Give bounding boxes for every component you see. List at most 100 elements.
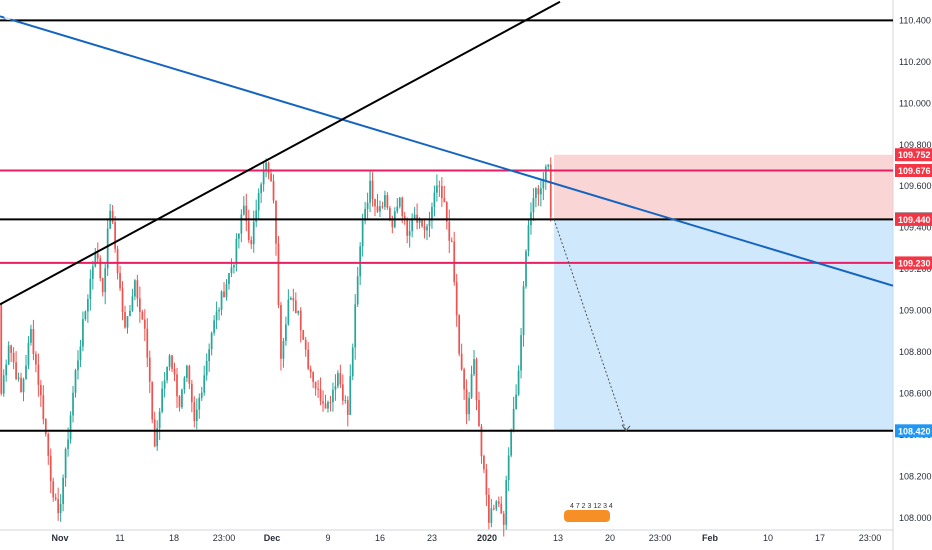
candle-body: [148, 357, 151, 382]
candle-body: [324, 403, 327, 409]
candle-body: [116, 248, 119, 273]
candle-body: [297, 310, 300, 314]
candle-body: [302, 330, 305, 340]
candle-body: [339, 373, 342, 385]
candle-body: [218, 309, 220, 312]
candle-body: [96, 253, 99, 259]
candle-body: [166, 366, 168, 381]
price-tick-label: 110.000: [899, 98, 931, 108]
candle-body: [470, 374, 473, 398]
candle-body: [153, 419, 156, 447]
candle-body: [220, 291, 223, 310]
candle-body: [277, 243, 280, 306]
candle-body: [522, 286, 525, 336]
time-tick-label: Nov: [51, 533, 68, 543]
candle-body: [7, 345, 10, 365]
candle-body: [512, 408, 515, 432]
candle-body: [361, 220, 364, 247]
candle-body: [354, 304, 357, 348]
time-tick-label: 18: [169, 533, 179, 543]
candle-body: [195, 409, 198, 421]
candle-body: [59, 504, 62, 514]
price-badge-label: 109.230: [898, 258, 931, 268]
price-tick-label: 108.600: [899, 389, 932, 399]
candle-body: [495, 501, 498, 509]
candle-body: [230, 267, 233, 274]
candle-body: [294, 300, 297, 314]
candle-body: [94, 253, 97, 267]
candle-body: [473, 359, 475, 375]
candle-body: [141, 311, 144, 320]
watermark-text: 4 7 2 3 12 3 4: [570, 503, 613, 510]
candle-body: [213, 320, 215, 333]
candle-body: [465, 389, 468, 415]
candle-body: [374, 199, 376, 207]
candle-body: [453, 241, 456, 283]
candle-body: [57, 499, 60, 514]
candle-body: [79, 346, 82, 361]
candle-body: [188, 365, 191, 384]
candle-body: [312, 372, 314, 382]
candle-body: [176, 374, 178, 397]
candle-body: [520, 335, 522, 371]
candle-body: [478, 400, 480, 427]
candle-body: [156, 428, 159, 447]
candle-body: [119, 272, 121, 289]
candle-body: [15, 362, 17, 379]
candle-body: [257, 193, 260, 211]
candle-body: [413, 214, 416, 219]
descending-trendline[interactable]: [0, 15, 894, 287]
time-tick-label: 11: [115, 533, 124, 543]
candle-body: [515, 394, 517, 409]
candle-body: [27, 342, 30, 366]
candle-body: [346, 400, 349, 415]
time-tick-label: 2020: [477, 533, 497, 543]
candle-body: [136, 280, 139, 299]
candle-body: [349, 376, 352, 415]
price-badge: [895, 212, 932, 226]
candle-body: [111, 210, 114, 223]
candle-body: [344, 400, 347, 402]
candle-body: [282, 340, 285, 359]
time-tick-label: 20: [605, 533, 615, 543]
candle-body: [2, 375, 5, 394]
candle-body: [351, 347, 354, 377]
candle-body: [327, 402, 329, 409]
candle-body: [87, 298, 89, 312]
watermark-dot: [4, 12, 12, 20]
candle-body: [490, 508, 493, 523]
candle-body: [106, 228, 109, 269]
candle-body: [223, 291, 225, 298]
watermark-shape: [564, 510, 610, 522]
candle-body: [143, 319, 146, 329]
time-tick-label: 10: [763, 533, 773, 543]
price-badge: [895, 424, 932, 438]
candle-body: [384, 195, 386, 207]
candle-body: [463, 369, 465, 390]
candle-body: [304, 339, 307, 350]
candle-body: [549, 164, 552, 218]
candle-body: [440, 186, 443, 199]
ascending-trendline[interactable]: [0, 0, 561, 306]
candle-body: [502, 513, 505, 525]
price-badge-label: 109.752: [898, 150, 931, 160]
candle-body: [364, 209, 366, 221]
candle-body: [289, 298, 292, 300]
candle-body: [535, 188, 537, 199]
candle-body: [458, 315, 461, 354]
candle-body: [319, 389, 322, 402]
candle-body: [25, 365, 27, 380]
candle-body: [99, 258, 102, 279]
candle-body: [183, 377, 186, 390]
candle-body: [369, 180, 371, 203]
candle-body: [388, 207, 391, 220]
candle-body: [163, 380, 166, 389]
candle-body: [270, 173, 272, 181]
candle-body: [200, 392, 203, 398]
candle-body: [376, 206, 379, 212]
candle-body: [151, 381, 154, 420]
price-badge-label: 109.676: [898, 166, 931, 176]
candle-body: [280, 305, 282, 359]
candle-body: [307, 349, 310, 369]
